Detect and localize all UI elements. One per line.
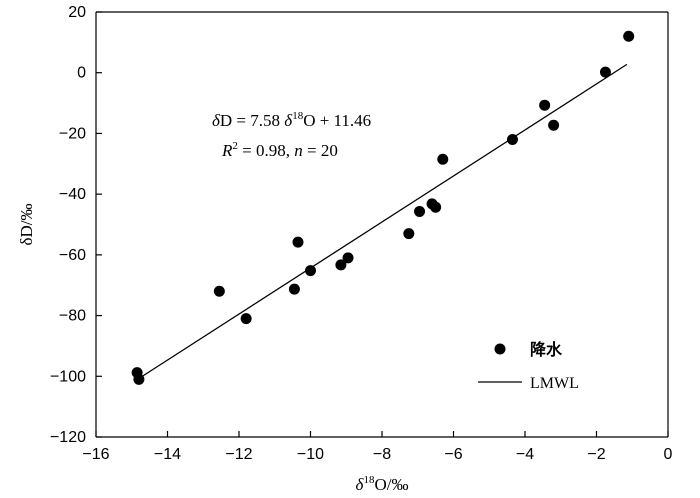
x-axis-title-prefix: δ bbox=[356, 475, 365, 494]
data-point bbox=[292, 236, 304, 248]
y-axis-title: δD/‰ bbox=[17, 203, 36, 245]
y-tick-label: −40 bbox=[59, 186, 86, 203]
x-axis-title: δ18O/‰ bbox=[356, 474, 409, 494]
x-tick-label: −2 bbox=[587, 446, 605, 463]
eq-part-a: D = 7.58 bbox=[220, 111, 284, 130]
plot-frame bbox=[95, 11, 669, 438]
fit-line-group bbox=[136, 63, 628, 381]
data-point bbox=[548, 119, 560, 131]
x-tick-label: −16 bbox=[82, 446, 109, 463]
data-point bbox=[623, 30, 635, 42]
data-point bbox=[335, 259, 347, 271]
y-ticks: 20 0 −20 −40 −60 −80 −100 −120 bbox=[50, 4, 102, 446]
x-tick-label: −8 bbox=[373, 446, 391, 463]
legend-label-lmwl: LMWL bbox=[530, 375, 579, 392]
legend: 降水 LMWL bbox=[478, 340, 579, 392]
y-tick-label: −120 bbox=[50, 429, 86, 446]
data-points bbox=[131, 30, 635, 385]
data-point bbox=[342, 252, 354, 264]
data-point bbox=[213, 285, 225, 297]
data-point bbox=[288, 283, 300, 295]
eq-sup: 18 bbox=[292, 110, 304, 122]
eq-part-b: O + 11.46 bbox=[303, 111, 371, 130]
data-point bbox=[599, 66, 611, 78]
n-value: = 20 bbox=[303, 141, 338, 160]
lmwl-fit-line bbox=[136, 63, 628, 381]
x-tick-label: −12 bbox=[225, 446, 252, 463]
r-squared-text: R2 = 0.98, n = 20 bbox=[221, 140, 338, 160]
y-tick-label: 0 bbox=[77, 65, 86, 82]
x-axis-title-sup: 18 bbox=[363, 474, 375, 486]
data-point bbox=[240, 313, 252, 325]
data-point bbox=[539, 99, 551, 111]
data-point bbox=[133, 373, 145, 385]
data-point bbox=[430, 201, 442, 213]
r2-sup: 2 bbox=[232, 140, 238, 152]
x-tick-label: −4 bbox=[516, 446, 534, 463]
y-tick-label: 20 bbox=[68, 4, 86, 21]
x-tick-label: −14 bbox=[154, 446, 181, 463]
legend-marker-precipitation bbox=[494, 343, 506, 355]
y-tick-label: −100 bbox=[50, 368, 86, 385]
equation-annotation: δD = 7.58 δ18O + 11.46 R2 = 0.98, n = 20 bbox=[212, 110, 371, 160]
data-point bbox=[305, 265, 316, 277]
x-tick-label: 0 bbox=[664, 446, 673, 463]
data-point bbox=[437, 153, 449, 165]
x-tick-label: −10 bbox=[297, 446, 324, 463]
legend-label-precipitation: 降水 bbox=[530, 340, 563, 359]
data-point bbox=[506, 134, 518, 145]
data-point bbox=[414, 205, 426, 217]
regression-equation: δD = 7.58 δ18O + 11.46 bbox=[212, 110, 371, 130]
r2-value: = 0.98, bbox=[238, 141, 294, 160]
x-axis-title-suffix: O/‰ bbox=[374, 475, 408, 494]
y-tick-label: −20 bbox=[59, 125, 86, 142]
y-tick-label: −60 bbox=[59, 247, 86, 264]
x-ticks: −16 −14 −12 −10 −8 −6 −4 −2 0 bbox=[82, 431, 673, 463]
y-tick-label: −80 bbox=[59, 308, 86, 325]
data-point bbox=[403, 228, 415, 240]
x-tick-label: −6 bbox=[444, 446, 462, 463]
